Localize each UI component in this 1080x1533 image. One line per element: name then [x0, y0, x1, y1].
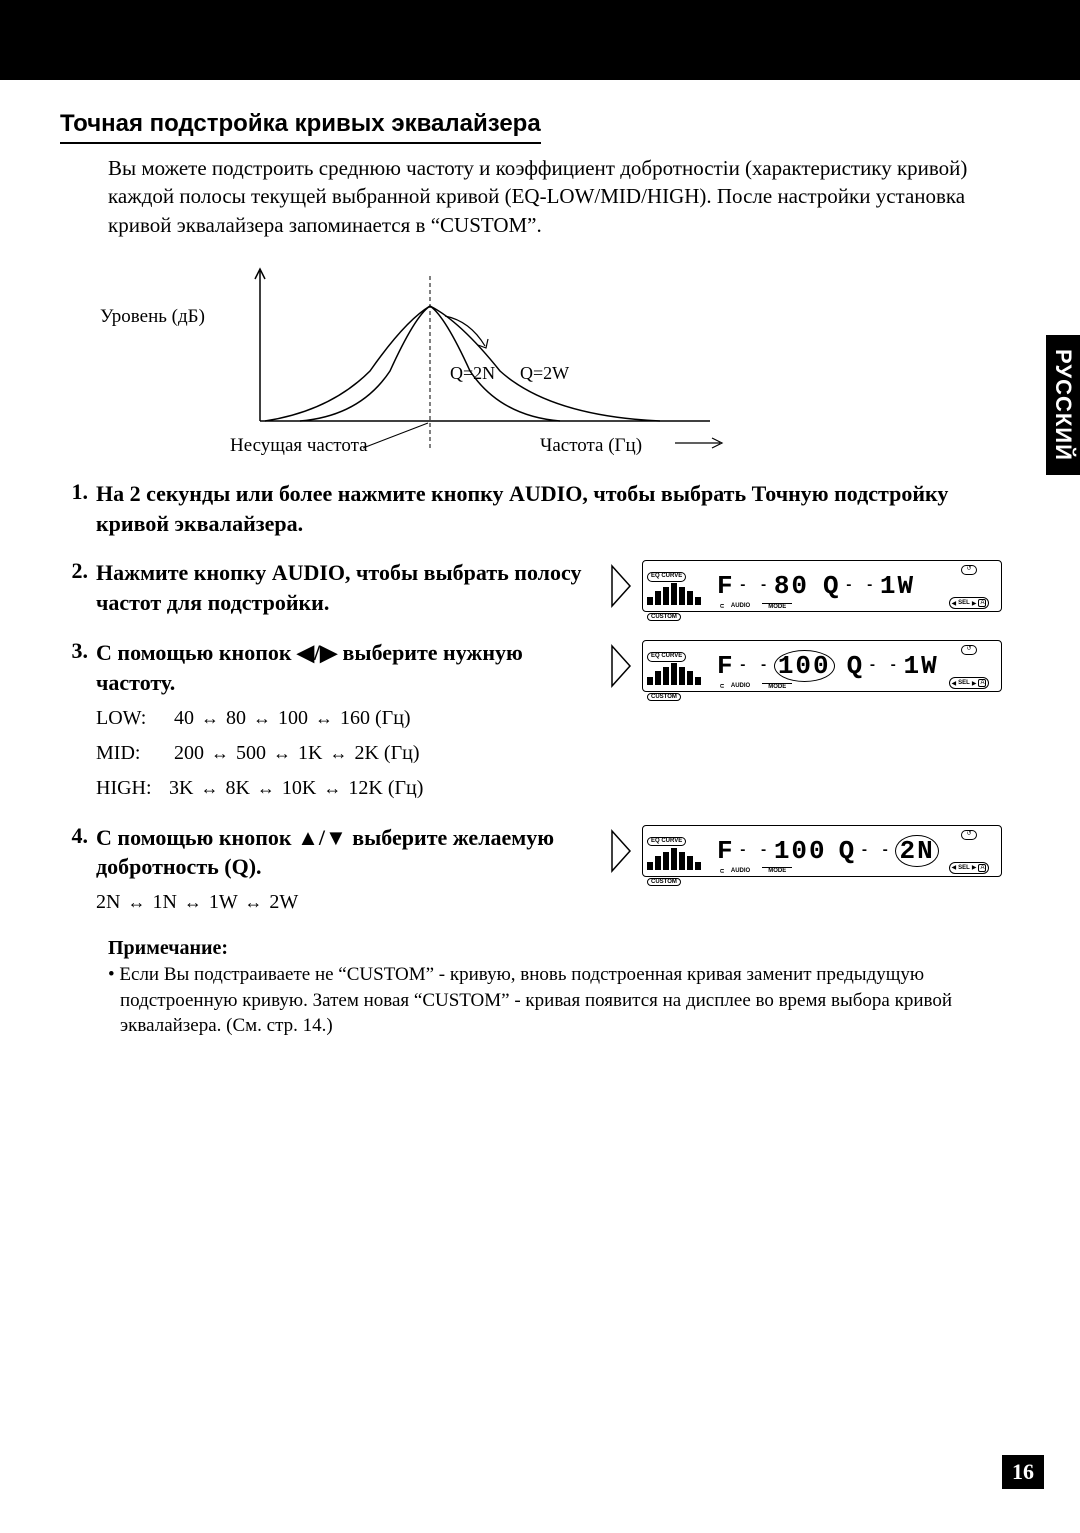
up-arrow-icon: ▲: [297, 825, 319, 850]
step-4: 4. С помощью кнопок ▲/▼ выберите желаему…: [60, 823, 1010, 917]
lcd-q: Q: [839, 836, 857, 866]
step-number: 1.: [60, 479, 96, 538]
step-2-text: Нажмите кнопку AUDIO, чтобы выбрать поло…: [96, 558, 592, 617]
mode-label: MODE: [762, 867, 792, 874]
lcd-dots: - -: [860, 843, 891, 859]
graph-q2w-label: Q=2W: [520, 363, 569, 384]
lcd-q-value: 1W: [903, 651, 938, 681]
lcd-freq-value: 100: [774, 836, 827, 866]
custom-label: CUSTOM: [647, 693, 681, 701]
page-content: Точная подстройка кривых эквалайзера Вы …: [0, 80, 1080, 1039]
eq-curve-label: EQ CURVE: [647, 572, 686, 581]
lcd-dots: - -: [739, 658, 770, 674]
pointer-icon: [610, 829, 632, 873]
display-3: EQ CURVE CUSTOM F - - 100 Q - - 2N: [610, 825, 1010, 877]
lcd-freq-value: 80: [774, 571, 809, 601]
audio-label: AUDIO: [731, 868, 750, 874]
right-arrow-icon: ▶: [320, 640, 337, 665]
loop-icon: ↺: [961, 830, 976, 840]
step-3-low-row: LOW: 40 ↔ 80 ↔ 100 ↔ 160 (Гц): [96, 704, 592, 733]
sel-pill: ◀ SEL ▶ A: [949, 677, 990, 689]
lcd-f: F: [717, 571, 735, 601]
eq-curve-label: EQ CURVE: [647, 837, 686, 846]
step-3-text: С помощью кнопок ◀/▶ выберите нужную час…: [96, 638, 592, 697]
sel-pill: ◀ SEL ▶ A: [949, 862, 990, 874]
lcd-q-value-highlighted: 2N: [895, 835, 938, 867]
step-3-high-row: HIGH: 3K ↔ 8K ↔ 10K ↔ 12K (Гц): [96, 774, 592, 803]
lcd-q: Q: [823, 571, 841, 601]
eq-curve-graph: Уровень (дБ) Q=2N Q=2W Несущая частота Ч…: [100, 251, 740, 461]
eq-bars-icon: [647, 663, 705, 685]
lcd-dots: - -: [739, 578, 770, 594]
display-1: EQ CURVE CUSTOM F - - 80 Q - - 1W: [610, 560, 1010, 612]
eq-bars-icon: [647, 583, 705, 605]
note-body: • Если Вы подстраиваете не “CUSTOM” - кр…: [108, 962, 1010, 1039]
step-2: 2. Нажмите кнопку AUDIO, чтобы выбрать п…: [60, 558, 1010, 618]
mode-label: MODE: [762, 683, 792, 690]
lcd-f: F: [717, 836, 735, 866]
eq-bars-icon: [647, 848, 705, 870]
graph-freq-label: Частота (Гц): [540, 435, 642, 457]
step-1: 1. На 2 секунды или более нажмите кнопку…: [60, 479, 1010, 538]
audio-label: AUDIO: [731, 603, 750, 609]
lcd-panel: EQ CURVE CUSTOM F - - 100 Q - - 2N: [642, 825, 1002, 877]
lcd-dots: - -: [868, 658, 899, 674]
lcd-q-value: 1W: [880, 571, 915, 601]
lcd-panel: EQ CURVE CUSTOM F - - 80 Q - - 1W: [642, 560, 1002, 612]
display-2: EQ CURVE CUSTOM F - - 100 Q - - 1W: [610, 640, 1010, 692]
steps-list: 1. На 2 секунды или более нажмите кнопку…: [60, 479, 1010, 917]
lcd-panel: EQ CURVE CUSTOM F - - 100 Q - - 1W: [642, 640, 1002, 692]
custom-label: CUSTOM: [647, 878, 681, 886]
down-arrow-icon: ▼: [325, 825, 347, 850]
loop-icon: ↺: [961, 645, 976, 655]
intro-paragraph: Вы можете подстроить среднюю частоту и к…: [108, 154, 1010, 239]
loop-icon: ↺: [961, 565, 976, 575]
step-number: 2.: [60, 558, 96, 617]
step-number: 4.: [60, 823, 96, 917]
language-tab: РУССКИЙ: [1046, 335, 1080, 475]
pointer-icon: [610, 564, 632, 608]
section-title: Точная подстройка кривых эквалайзера: [60, 110, 541, 144]
pointer-icon: [610, 644, 632, 688]
lcd-freq-value-highlighted: 100: [774, 650, 835, 682]
note-title: Примечание:: [108, 937, 1010, 960]
eq-curve-label: EQ CURVE: [647, 652, 686, 661]
custom-label: CUSTOM: [647, 613, 681, 621]
graph-y-label: Уровень (дБ): [100, 306, 205, 328]
step-3-mid-row: MID: 200 ↔ 500 ↔ 1K ↔ 2K (Гц): [96, 739, 592, 768]
page-number: 16: [1002, 1455, 1044, 1489]
lcd-f: F: [717, 651, 735, 681]
graph-carrier-label: Несущая частота: [230, 435, 368, 457]
lcd-q: Q: [847, 651, 865, 681]
graph-q2n-label: Q=2N: [450, 363, 495, 384]
step-number: 3.: [60, 638, 96, 802]
step-4-text: С помощью кнопок ▲/▼ выберите желаемую д…: [96, 823, 592, 882]
step-1-text: На 2 секунды или более нажмите кнопку AU…: [96, 479, 1010, 538]
mode-label: MODE: [762, 603, 792, 610]
audio-label: AUDIO: [731, 683, 750, 689]
step-3: 3. С помощью кнопок ◀/▶ выберите нужную …: [60, 638, 1010, 802]
header-black-band: [0, 0, 1080, 80]
lcd-dots: - -: [845, 578, 876, 594]
lcd-dots: - -: [739, 843, 770, 859]
step-4-q-row: 2N ↔ 1N ↔ 1W ↔ 2W: [96, 888, 592, 917]
left-arrow-icon: ◀: [297, 640, 314, 665]
sel-pill: ◀ SEL ▶ A: [949, 597, 990, 609]
